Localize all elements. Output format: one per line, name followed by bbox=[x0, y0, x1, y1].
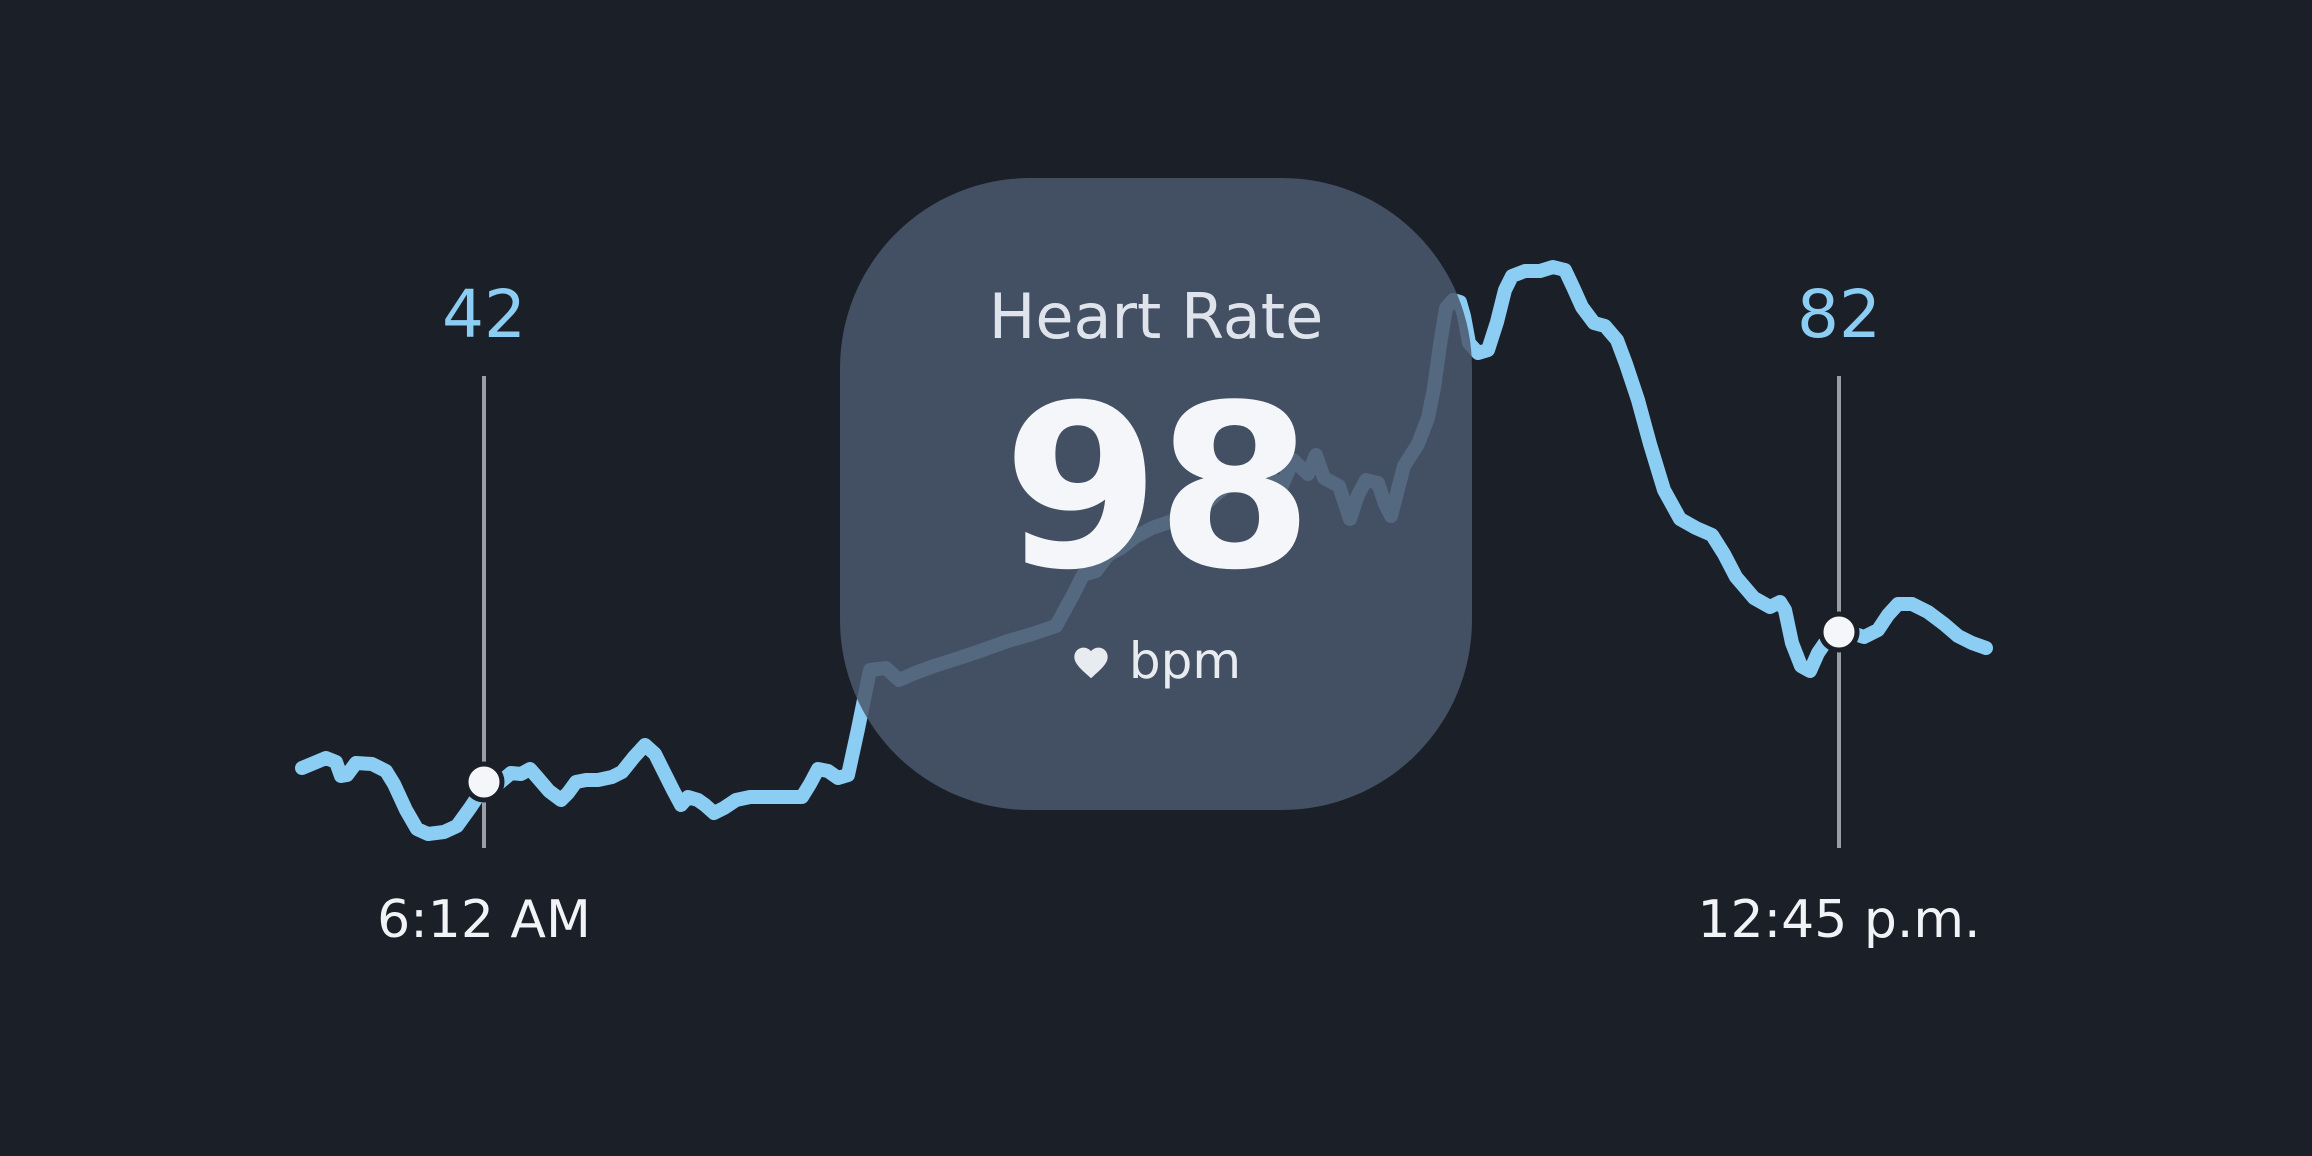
marker-value-left: 42 bbox=[442, 276, 526, 353]
card-title: Heart Rate bbox=[988, 280, 1324, 353]
marker-value-right: 82 bbox=[1797, 276, 1881, 353]
marker-time-right: 12:45 p.m. bbox=[1697, 890, 1981, 950]
marker-dot-left[interactable] bbox=[463, 761, 505, 803]
heart-rate-value: 98 bbox=[1002, 357, 1314, 620]
marker-dot-right[interactable] bbox=[1818, 611, 1860, 653]
unit-label: bpm bbox=[1128, 632, 1242, 690]
unit-row: bpm bbox=[840, 636, 1472, 686]
marker-time-left: 6:12 AM bbox=[377, 890, 591, 950]
heart-rate-card[interactable]: Heart Rate 98 bpm bbox=[840, 178, 1472, 810]
heart-icon bbox=[1074, 647, 1108, 679]
